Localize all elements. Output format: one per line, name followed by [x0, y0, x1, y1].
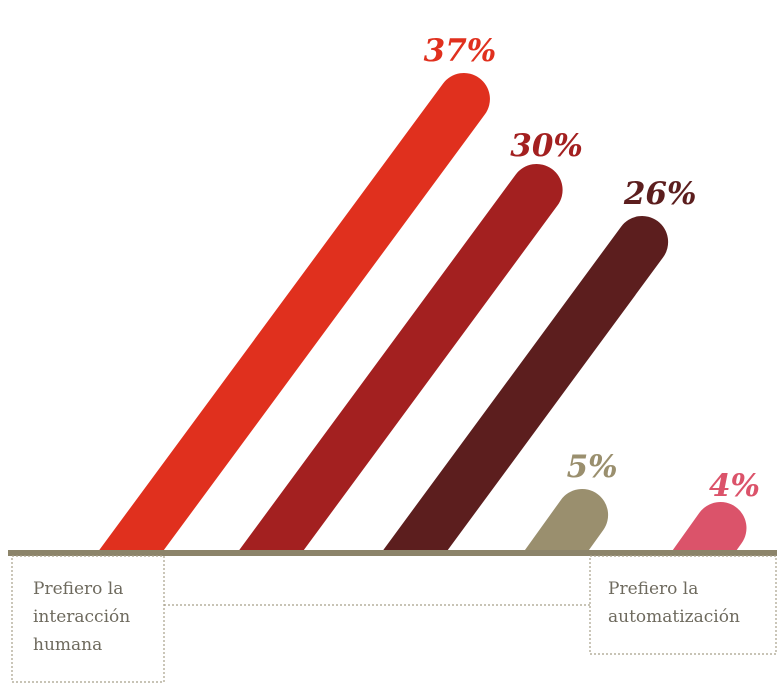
- scale-boxes: [11, 555, 777, 683]
- bar-2: [222, 164, 563, 608]
- data-labels-group: 37% 30% 26% 5% 4%: [424, 33, 760, 504]
- data-label-3: 26%: [623, 176, 697, 212]
- left-scale-box: [11, 555, 165, 683]
- data-label-1: 37%: [424, 33, 497, 69]
- baseline-mask: [0, 556, 777, 616]
- bar-3: [366, 216, 669, 608]
- data-label-5: 4%: [709, 468, 760, 504]
- left-scale-label: Prefiero la interacción humana: [33, 579, 136, 655]
- data-label-2: 30%: [510, 128, 583, 164]
- data-label-4: 5%: [567, 449, 618, 485]
- right-scale-box: [589, 555, 777, 655]
- bar-1: [82, 73, 490, 608]
- right-scale-label: Prefiero la automatización: [608, 579, 740, 627]
